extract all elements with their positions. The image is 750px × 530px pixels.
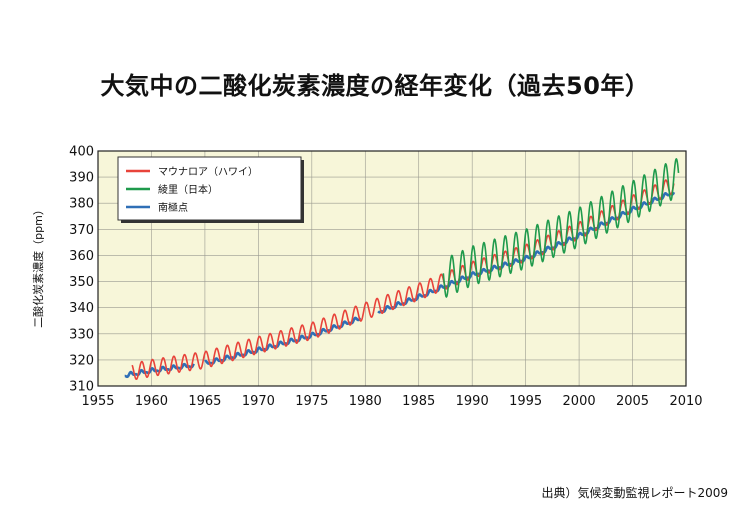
x-tick-label: 2000 — [563, 394, 596, 409]
x-tick-label: 1985 — [402, 394, 435, 409]
y-tick-label: 380 — [69, 197, 94, 212]
legend-label-ryori: 綾里（日本） — [158, 183, 218, 196]
x-axis-ticks: 1955 1960 1965 1970 1975 1980 1985 1990 1995 2000… — [81, 394, 702, 409]
y-tick-label: 310 — [69, 380, 94, 395]
data-series — [123, 158, 680, 381]
x-tick-label: 1975 — [295, 394, 328, 409]
x-tick-label: 1955 — [81, 394, 114, 409]
x-tick-label: 1990 — [456, 394, 489, 409]
y-tick-label: 360 — [69, 249, 94, 264]
series-ryori — [442, 158, 680, 298]
y-axis-ticks: 310 320 330 340 350 360 370 380 390 400 — [69, 145, 94, 395]
page-title: 大気中の二酸化炭素濃度の経年変化（過去50年） — [100, 72, 650, 100]
x-tick-label: 1965 — [188, 394, 221, 409]
y-tick-label: 370 — [69, 223, 94, 238]
x-tick-label: 1960 — [135, 394, 168, 409]
x-tick-label: 1995 — [509, 394, 542, 409]
y-tick-label: 330 — [69, 327, 94, 342]
x-tick-label: 2005 — [616, 394, 649, 409]
legend-label-maunaloa: マウナロア（ハワイ） — [158, 166, 258, 178]
y-tick-label: 350 — [69, 275, 94, 290]
plot-frame — [97, 150, 687, 387]
y-tick-label: 390 — [69, 171, 94, 186]
source-credit: 出典）気候変動監視レポート2009 — [541, 486, 728, 500]
legend: マウナロア（ハワイ） 綾里（日本） 南極点 — [117, 156, 304, 223]
y-tick-label: 320 — [69, 353, 94, 368]
y-tick-label: 340 — [69, 301, 94, 316]
x-tick-label: 1970 — [242, 394, 275, 409]
x-tick-label: 2010 — [669, 394, 702, 409]
x-tick-label: 1980 — [349, 394, 382, 409]
legend-label-south-pole: 南極点 — [158, 201, 188, 214]
y-tick-label: 400 — [69, 145, 94, 160]
